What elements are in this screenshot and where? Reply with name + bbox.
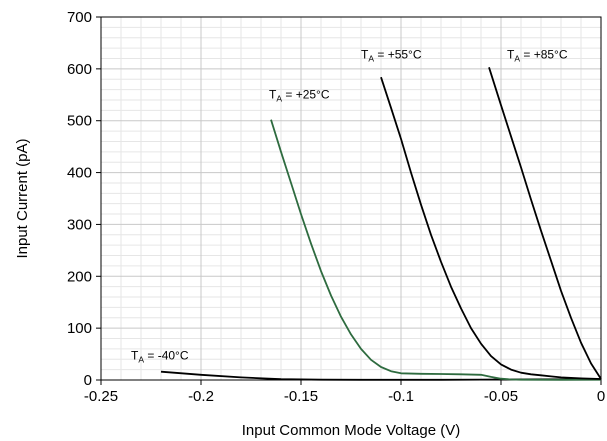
y-tick-label: 200 bbox=[67, 268, 92, 285]
y-axis-title: Input Current (pA) bbox=[14, 138, 31, 258]
y-tick-label: 300 bbox=[67, 216, 92, 233]
y-tick-label: 0 bbox=[84, 372, 92, 389]
x-tick-label: 0 bbox=[597, 388, 605, 405]
series-lines bbox=[160, 67, 602, 381]
series-line bbox=[488, 67, 602, 380]
y-axis-ticks: 0 100 200 300 400 500 600 700 bbox=[67, 9, 101, 389]
y-tick-label: 100 bbox=[67, 320, 92, 337]
series-label: TA = +85°C bbox=[507, 47, 568, 63]
x-axis-title: Input Common Mode Voltage (V) bbox=[242, 422, 460, 439]
x-axis-ticks: -0.25 -0.2 -0.15 -0.1 -0.05 0 bbox=[84, 380, 605, 405]
series-labels: TA = -40°C TA = +25°C TA = +55°C TA = +85°C bbox=[131, 47, 568, 364]
y-tick-label: 700 bbox=[67, 9, 92, 26]
y-tick-label: 400 bbox=[67, 165, 92, 182]
series-label: TA = +25°C bbox=[269, 87, 330, 103]
x-tick-label: -0.05 bbox=[484, 388, 518, 405]
y-tick-label: 600 bbox=[67, 61, 92, 78]
x-tick-label: -0.25 bbox=[84, 388, 118, 405]
x-tick-label: -0.2 bbox=[188, 388, 214, 405]
y-tick-label: 500 bbox=[67, 113, 92, 130]
series-line bbox=[380, 76, 602, 380]
series-label: TA = +55°C bbox=[361, 47, 422, 63]
minor-grid bbox=[101, 17, 601, 380]
x-tick-label: -0.15 bbox=[284, 388, 318, 405]
x-tick-label: -0.1 bbox=[388, 388, 414, 405]
series-line bbox=[270, 119, 602, 381]
series-label: TA = -40°C bbox=[131, 348, 189, 364]
